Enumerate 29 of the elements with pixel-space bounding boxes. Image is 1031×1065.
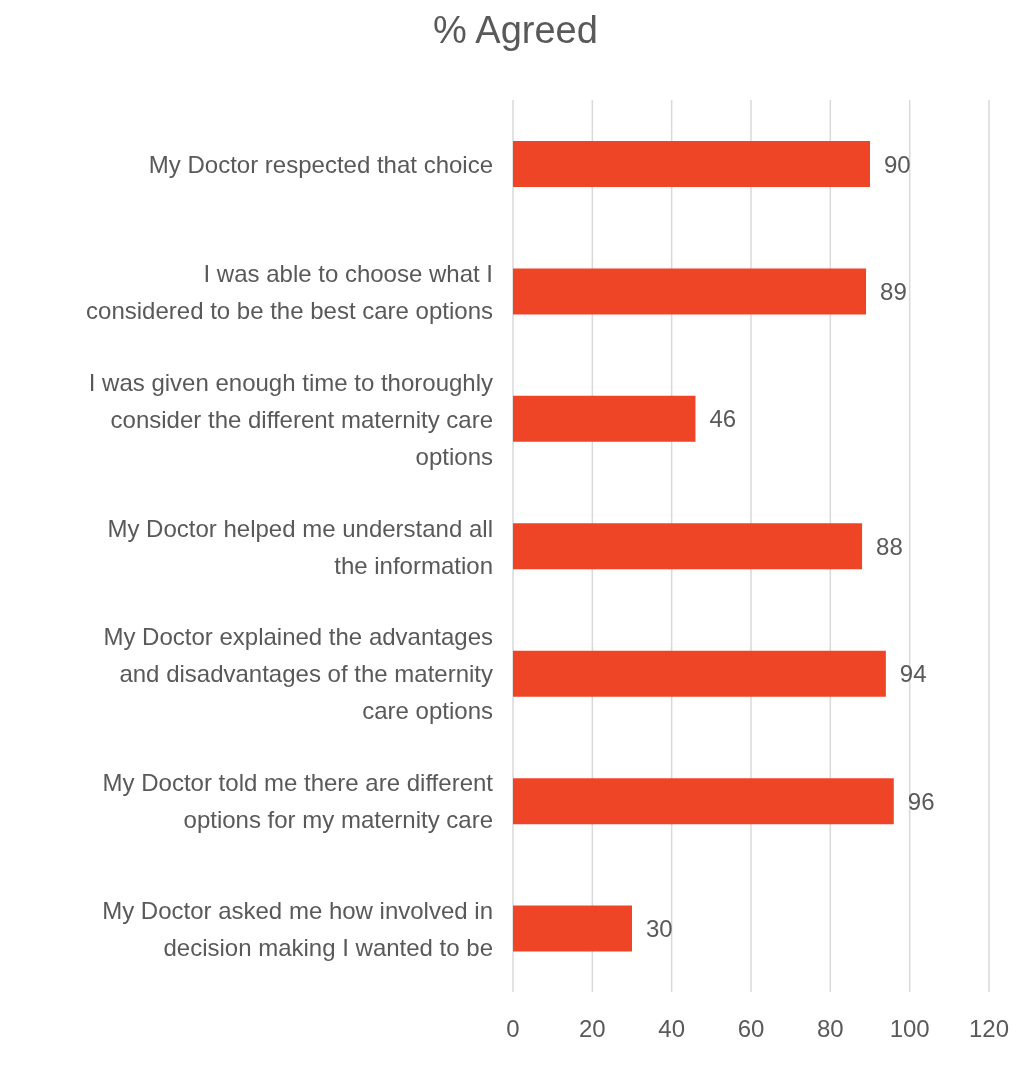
y-tick-label: My Doctor explained the advantages and disadvantages of the maternity care options <box>103 622 493 724</box>
x-tick-label: 80 <box>816 1015 844 1043</box>
data-label: 88 <box>876 532 903 560</box>
data-label: 90 <box>884 150 911 178</box>
data-label: 89 <box>880 277 907 305</box>
y-tick-label: I was able to choose what I considered to be the best care options <box>86 259 493 324</box>
data-label: 94 <box>899 660 927 688</box>
x-tick-label: 40 <box>658 1015 686 1043</box>
bar <box>513 268 867 315</box>
x-tick-label: 60 <box>737 1015 765 1043</box>
bar <box>513 523 863 570</box>
y-tick-label: My Doctor respected that choice <box>148 150 493 178</box>
bar <box>513 905 632 952</box>
bar <box>513 650 886 697</box>
x-tick-label: 0 <box>506 1015 520 1043</box>
y-tick-label: My Doctor told me there are different options for my maternity care <box>102 768 494 833</box>
data-label: 46 <box>709 405 737 433</box>
data-label: 30 <box>646 915 673 943</box>
chart-title: % Agreed <box>432 8 599 53</box>
bar <box>513 141 870 187</box>
x-tick-label: 100 <box>889 1015 930 1043</box>
data-label: 96 <box>907 787 935 815</box>
bar <box>513 395 696 442</box>
bar <box>513 778 894 825</box>
y-tick-label: My Doctor helped me understand all the information <box>107 514 493 578</box>
x-tick-label: 20 <box>578 1015 606 1043</box>
y-tick-label: My Doctor asked me how involved in decision making I wanted to be <box>102 896 493 961</box>
x-tick-label: 120 <box>968 1015 1010 1043</box>
y-tick-label: I was given enough time to thoroughly consider the different maternity care options <box>88 368 493 470</box>
